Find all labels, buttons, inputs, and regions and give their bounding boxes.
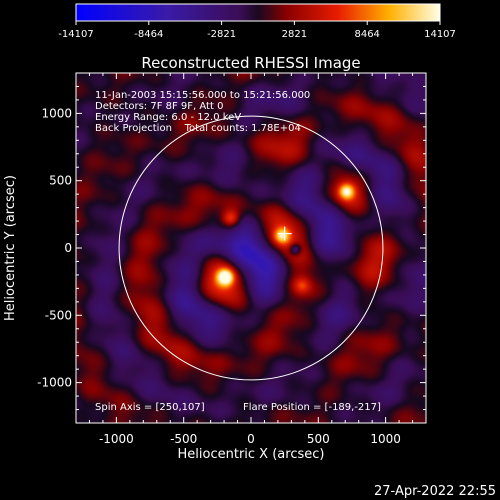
colorbar-tick-label: -14107	[58, 29, 93, 40]
x-tick-label: 0	[247, 432, 255, 446]
info-line-detectors: Detectors: 7F 8F 9F, Att 0	[95, 101, 223, 112]
y-tick-label: -1000	[37, 376, 72, 390]
x-tick-label: 1000	[370, 432, 401, 446]
flare-position-label: Flare Position = [-189,-217]	[243, 402, 381, 413]
x-axis-label: Heliocentric X (arcsec)	[178, 447, 325, 462]
colorbar-tick-label: -2821	[207, 29, 236, 40]
info-line-time: 11-Jan-2003 15:15:56.000 to 15:21:56.000	[95, 90, 310, 101]
chart-title: Reconstructed RHESSI Image	[141, 54, 360, 72]
colorbar-tick-label: 14107	[424, 29, 456, 40]
heatmap-image	[76, 73, 426, 423]
info-line-energy: Energy Range: 6.0 - 12.0 keV	[95, 112, 241, 123]
x-axis-ticks: -1000 -500 0 500 1000	[88, 73, 414, 446]
x-tick-label: -1000	[99, 432, 134, 446]
colorbar-tick-label: -8464	[134, 29, 163, 40]
y-axis-ticks: -1000 -500 0 500 1000	[37, 85, 426, 411]
colorbar-ticks: -14107 -8464 -2821 2821 8464 14107	[58, 21, 456, 40]
spin-axis-marker	[277, 226, 292, 241]
x-tick-label: 500	[307, 432, 330, 446]
date-stamp: 27-Apr-2022 22:55	[374, 484, 496, 499]
info-line-method: Back Projection Total counts: 1.78E+04	[95, 123, 301, 134]
y-tick-label: 500	[49, 174, 72, 188]
colorbar-tick-label: 2821	[282, 29, 307, 40]
y-tick-label: 1000	[41, 106, 72, 120]
solar-limb-circle	[118, 115, 384, 381]
spin-axis-label: Spin Axis = [250,107]	[95, 402, 205, 413]
y-axis-label: Heliocentric Y (arcsec)	[3, 175, 18, 321]
colorbar-tick-label: 8464	[354, 29, 379, 40]
colorbar	[75, 3, 441, 22]
x-tick-label: -500	[170, 432, 197, 446]
y-tick-label: 0	[64, 241, 72, 255]
y-tick-label: -500	[45, 308, 72, 322]
